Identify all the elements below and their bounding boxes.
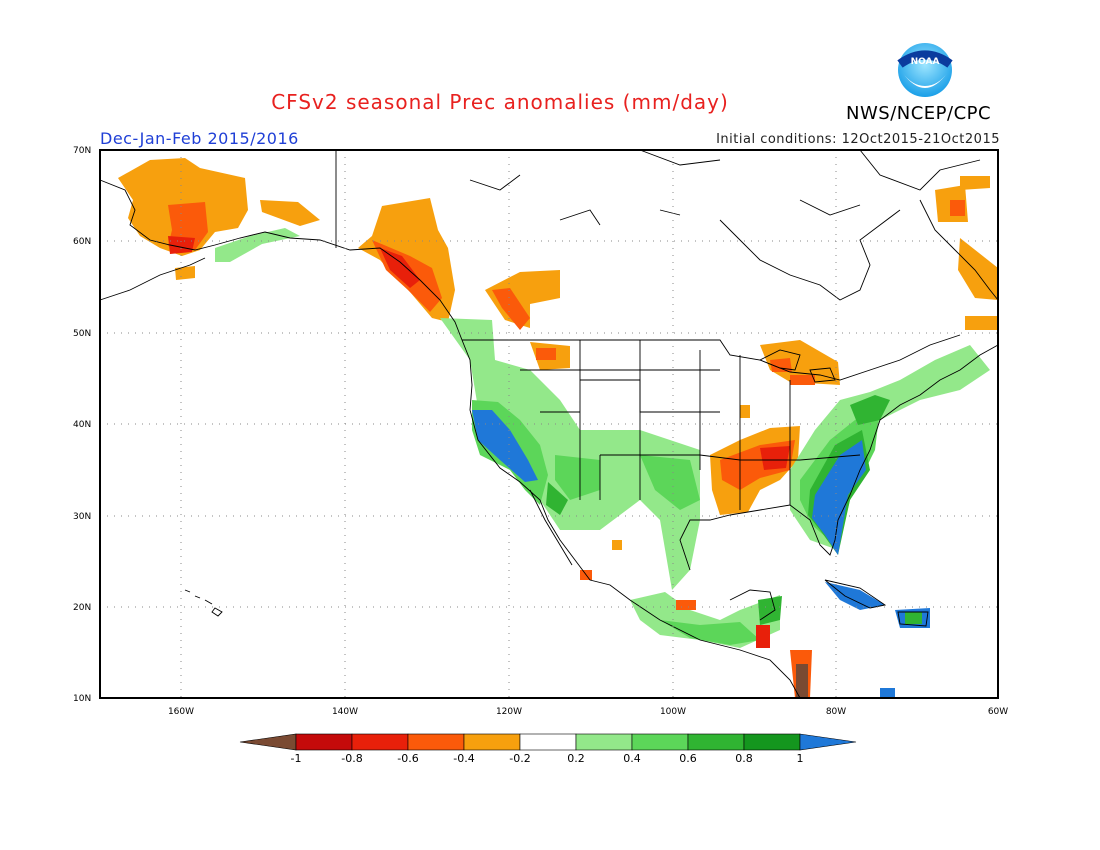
anomaly-patch xyxy=(965,316,998,330)
lon-label: 80W xyxy=(826,707,846,717)
anomaly-patch xyxy=(740,405,750,418)
anomaly-patch xyxy=(960,176,990,190)
anomaly-patch xyxy=(676,600,696,610)
season-label: Dec-Jan-Feb 2015/2016 xyxy=(100,129,299,148)
colorbar-label: 0.4 xyxy=(623,752,641,765)
anomaly-patch xyxy=(850,395,890,425)
anomaly-patch xyxy=(536,348,556,360)
anomaly-patch xyxy=(660,620,760,645)
anomaly-fills xyxy=(118,158,998,698)
anomaly-patch xyxy=(760,340,840,385)
map-title: CFSv2 seasonal Prec anomalies (mm/day) xyxy=(271,90,729,114)
anomaly-patch xyxy=(168,236,195,254)
anomaly-patch xyxy=(958,238,998,300)
lon-label: 60W xyxy=(988,707,1008,717)
colorbar-labels: -1 -0.8 -0.6 -0.4 -0.2 0.2 0.4 0.6 0.8 1 xyxy=(291,752,804,765)
colorbar-label: 1 xyxy=(797,752,804,765)
lat-label: 60N xyxy=(73,237,91,247)
anomaly-patch xyxy=(485,270,560,328)
lat-label: 70N xyxy=(73,146,91,156)
colorbar-arrow-high xyxy=(799,733,857,751)
colorbar-arrow-low xyxy=(239,733,297,751)
anomaly-patch xyxy=(880,688,895,698)
anomaly-patch xyxy=(825,582,885,610)
colorbar-label: -0.4 xyxy=(453,752,474,765)
anomaly-patch xyxy=(380,248,420,288)
latitude-labels: 70N 60N 50N 40N 30N 20N 10N xyxy=(73,146,91,704)
colorbar-swatch xyxy=(407,733,465,751)
anomaly-patch xyxy=(492,288,530,330)
anomaly-patch xyxy=(905,612,922,624)
colorbar-swatch xyxy=(295,733,353,751)
lat-label: 50N xyxy=(73,329,91,339)
lat-label: 10N xyxy=(73,694,91,704)
lon-label: 100W xyxy=(660,707,686,717)
anomaly-patch xyxy=(756,625,770,648)
colorbar-label: 0.2 xyxy=(567,752,585,765)
noaa-logo-text: NOAA xyxy=(911,57,940,67)
anomaly-patch xyxy=(812,440,866,555)
initial-conditions-label: Initial conditions: 12Oct2015-21Oct2015 xyxy=(716,132,1000,147)
map-frame xyxy=(99,149,999,699)
colorbar-swatch xyxy=(687,733,745,751)
colorbar-label: -0.8 xyxy=(341,752,362,765)
anomaly-patch xyxy=(472,410,538,482)
anomaly-patch xyxy=(950,200,965,216)
colorbar-label: -1 xyxy=(291,752,302,765)
colorbar-label: 0.8 xyxy=(735,752,753,765)
anomaly-patch xyxy=(175,266,195,280)
colorbar-swatch xyxy=(575,733,633,751)
colorbar-label: -0.2 xyxy=(509,752,530,765)
coastlines xyxy=(99,149,999,699)
colorbar-swatch xyxy=(463,733,521,751)
lon-label: 140W xyxy=(332,707,358,717)
noaa-logo: NOAA xyxy=(897,43,953,97)
anomaly-patch xyxy=(260,200,320,226)
colorbar-swatch xyxy=(351,733,409,751)
colorbar-swatch xyxy=(631,733,689,751)
colorbar-label: -0.6 xyxy=(397,752,418,765)
anomaly-patch xyxy=(546,482,568,515)
anomaly-patch xyxy=(555,455,600,500)
anomaly-patch xyxy=(760,446,790,470)
anomaly-patch xyxy=(440,318,700,590)
anomaly-patch xyxy=(215,228,300,262)
anomaly-patch xyxy=(640,455,700,510)
lat-label: 20N xyxy=(73,603,91,613)
lat-label: 30N xyxy=(73,512,91,522)
anomaly-patch xyxy=(612,540,622,550)
colorbar-swatch xyxy=(519,733,577,751)
lon-label: 160W xyxy=(168,707,194,717)
colorbar-label: 0.6 xyxy=(679,752,697,765)
precip-anomaly-map: 70N 60N 50N 40N 30N 20N 10N 160W 140W 12… xyxy=(73,146,1008,717)
lon-label: 120W xyxy=(496,707,522,717)
anomaly-patch xyxy=(796,664,808,698)
colorbar-swatch xyxy=(743,733,801,751)
longitude-labels: 160W 140W 120W 100W 80W 60W xyxy=(168,707,1008,717)
colorbar: -1 -0.8 -0.6 -0.4 -0.2 0.2 0.4 0.6 0.8 1 xyxy=(239,733,857,765)
graticule xyxy=(100,150,998,698)
lat-label: 40N xyxy=(73,420,91,430)
agency-label: NWS/NCEP/CPC xyxy=(846,103,992,124)
colorbar-swatches xyxy=(239,733,857,751)
anomaly-patch xyxy=(790,375,815,385)
